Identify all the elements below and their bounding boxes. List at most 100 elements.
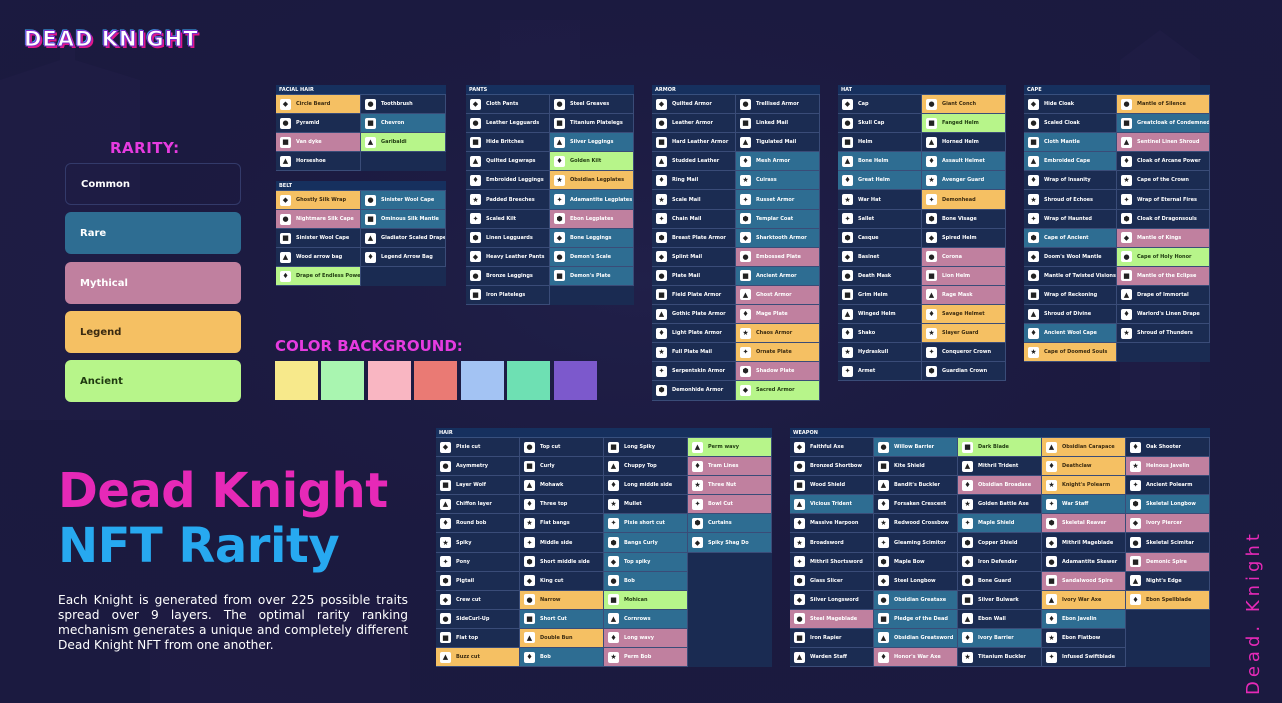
trait-label: Horseshoe: [296, 158, 326, 165]
trait-icon: ♦: [1046, 613, 1057, 625]
trait-icon: ▲: [608, 460, 619, 472]
trait-label: Cape of Holy Honor: [1137, 253, 1192, 260]
trait-icon: ⬢: [1046, 517, 1057, 529]
trait-label: Quilted Armor: [672, 101, 712, 108]
trait-icon: ♦: [440, 517, 451, 529]
trait-icon: ✦: [926, 346, 937, 358]
trait-icon: ★: [692, 479, 703, 491]
trait-cell: ✦ Infused Swiftblade: [1042, 648, 1126, 668]
trait-icon: ♦: [656, 327, 667, 339]
trait-icon: ▲: [280, 155, 291, 167]
trait-icon: ★: [524, 517, 535, 529]
trait-cell: ✦ Scaled Kilt: [466, 209, 550, 229]
trait-label: Deathclaw: [1062, 463, 1092, 470]
trait-label: Gleaming Scimitor: [894, 539, 946, 546]
trait-icon: ⬢: [656, 232, 667, 244]
trait-icon: ⬢: [440, 575, 451, 587]
trait-icon: ✦: [608, 517, 619, 529]
trait-label: Shadow Plate: [756, 368, 795, 375]
trait-icon: ▲: [365, 232, 376, 244]
trait-icon: ●: [280, 117, 291, 129]
trait-cell: ▲ Garibaldi: [361, 133, 446, 153]
trait-label: Demonhide Armor: [672, 387, 724, 394]
trait-icon: ▲: [1130, 575, 1141, 587]
trait-cell: ▲ Obsidian Greatsword: [874, 628, 958, 649]
trait-cell: ● Nightmare Silk Cape: [276, 210, 361, 230]
trait-cell: ▲ Bandit's Buckler: [874, 476, 958, 496]
trait-cell: ■ Flat top: [436, 628, 520, 649]
trait-label: Ghost Armor: [756, 291, 792, 298]
trait-icon: ♦: [842, 327, 853, 339]
trait-label: Steel Longbow: [894, 577, 936, 584]
trait-icon: ♦: [962, 479, 973, 491]
trait-icon: ⬢: [740, 213, 751, 225]
trait-cell: ● Willow Barrier: [874, 438, 958, 458]
trait-cell: ▲ Quilted Legwraps: [466, 152, 550, 172]
trait-label: Night's Edge: [1146, 577, 1182, 584]
trait-label: Ornate Plate: [756, 349, 792, 356]
trait-icon: ■: [365, 213, 376, 225]
trait-icon: ⬢: [926, 213, 937, 225]
trait-icon: ⬢: [926, 365, 937, 377]
trait-cell: ✦ Middle side: [520, 533, 604, 553]
trait-table-header: FACIAL HAIR: [276, 85, 446, 95]
trait-label: Plate Mail: [672, 272, 701, 279]
trait-cell: ■ Iron Platelegs: [466, 285, 550, 306]
headline-nft-rarity: NFT Rarity: [58, 518, 340, 574]
trait-icon: ■: [1046, 575, 1057, 587]
trait-cell: ⬢ Glass Slicer: [790, 571, 874, 591]
trait-icon: ●: [926, 251, 937, 263]
trait-label: Bone Leggings: [570, 234, 612, 241]
rarity-rare: Rare: [65, 212, 241, 254]
headline-dead-knight: Dead Knight: [58, 463, 388, 519]
trait-cell: ● Demon's Scale: [550, 247, 634, 267]
trait-label: Steel Greaves: [570, 101, 610, 108]
trait-label: Helm: [858, 139, 873, 146]
trait-cell: ◆ Ghostly Silk Wrap: [276, 191, 361, 211]
trait-cell: ★ Padded Breeches: [466, 190, 550, 210]
trait-icon: ★: [1046, 632, 1057, 644]
trait-cell: ★ Hydraskull: [838, 343, 922, 363]
trait-label: Ebon Javelin: [1062, 615, 1097, 622]
trait-icon: ★: [740, 327, 751, 339]
trait-label: Hard Leather Armor: [672, 139, 729, 146]
trait-cell: ★ Titanium Buckler: [958, 648, 1042, 668]
trait-label: Assault Helmet: [942, 158, 985, 165]
trait-icon: ▲: [440, 498, 451, 510]
trait-icon: ▲: [842, 308, 853, 320]
trait-label: Scaled Kilt: [486, 215, 517, 222]
trait-icon: ●: [1046, 556, 1057, 568]
trait-cell: ▲ Rage Mask: [922, 285, 1006, 306]
trait-icon: ★: [440, 537, 451, 549]
trait-icon: ★: [842, 194, 853, 206]
trait-icon: ◆: [1121, 232, 1132, 244]
trait-cell: ■ Linked Mail: [736, 114, 820, 134]
trait-cell: ● Skeletal Scimitar: [1126, 533, 1210, 553]
trait-label: Circle Beard: [296, 101, 331, 108]
trait-cell: ▲ Wood arrow bag: [276, 248, 361, 268]
trait-icon: ⬢: [740, 365, 751, 377]
trait-cell: ■ Ominous Silk Mantle: [361, 210, 446, 230]
trait-icon: ■: [842, 289, 853, 301]
trait-label: Copper Shield: [978, 539, 1018, 546]
trait-icon: ●: [842, 270, 853, 282]
trait-cell: ⬢ Bangs Curly: [604, 533, 688, 553]
trait-cell: ● Corona: [922, 247, 1006, 267]
trait-icon: ▲: [878, 479, 889, 491]
trait-icon: ▲: [962, 613, 973, 625]
trait-cell: ■ Mantle of the Eclipse: [1117, 266, 1210, 286]
trait-cell: ● Plate Mail: [652, 266, 736, 286]
trait-cell: ▲ Buzz cut: [436, 648, 520, 668]
trait-icon: ✦: [740, 346, 751, 358]
trait-label: Willow Barrier: [894, 444, 935, 451]
trait-cell: ● Sinister Wool Cape: [361, 191, 446, 211]
trait-icon: ⬢: [878, 556, 889, 568]
trait-cell: ✦ Maple Shield: [958, 514, 1042, 534]
trait-label: Obsidian Greataxe: [894, 596, 947, 603]
trait-icon: ▲: [280, 251, 291, 263]
trait-cell: ● Giant Conch: [922, 95, 1006, 115]
trait-label: Infused Swiftblade: [1062, 654, 1115, 661]
color-swatch: [554, 361, 597, 400]
trait-icon: ●: [740, 98, 751, 110]
trait-table-belt: BELT ◆ Ghostly Silk Wrap ● Nightmare Silk Ca…: [276, 181, 446, 287]
